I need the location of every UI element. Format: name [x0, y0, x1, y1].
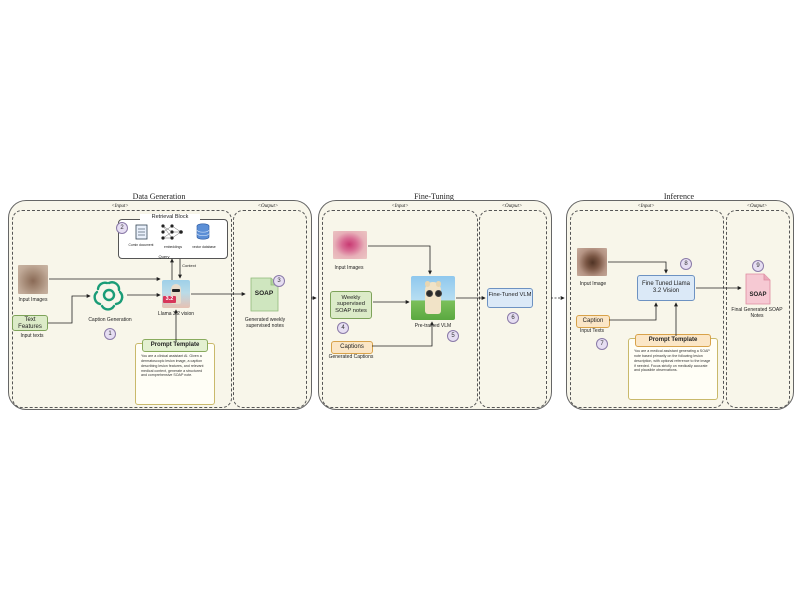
prompt-template-text: You are a clinical assistant AI. Given a… — [141, 354, 204, 378]
inference-prompt-template-title: Prompt Template — [635, 334, 711, 347]
llama-model-image: 3.2 — [162, 280, 190, 308]
inference-prompt-template-card: Prompt Template You are a medical assist… — [628, 334, 718, 400]
embeddings-network-icon — [161, 224, 183, 240]
soap-label: SOAP — [254, 290, 274, 297]
caption-box: Caption — [576, 315, 610, 328]
arrow-captions-to-vlm — [372, 321, 434, 347]
pretrained-vlm-label: Pre-trained VLM — [414, 323, 452, 329]
prompt-template-title: Prompt Template — [142, 339, 208, 352]
inference-prompt-template-text: You are a medical assistant generating a… — [634, 349, 711, 373]
final-soap-document-icon — [745, 273, 771, 305]
inference-output-region — [726, 210, 790, 408]
query-label: Query — [158, 254, 170, 259]
input-tag: <Input> — [111, 204, 129, 209]
retrieval-item-database: vector database — [192, 245, 216, 249]
generated-notes-label: Generated weekly supervised notes — [244, 317, 286, 329]
arrow-caption-to-model — [609, 302, 658, 321]
step-badge-8: 8 — [680, 258, 692, 270]
retrieval-item-document: Cumin document — [128, 243, 154, 247]
output-tag: <Output> — [746, 204, 768, 209]
retrieval-block-title: Retrieval Block — [140, 214, 200, 221]
input-texts-label: Input texts — [20, 333, 44, 339]
fine-tuning-input-region — [322, 210, 478, 408]
data-generation-input-region — [12, 210, 232, 408]
inference-input-image-label: Input Image — [579, 281, 607, 287]
retrieval-item-embeddings: embeddings — [164, 245, 182, 249]
data-generation-output-region — [233, 210, 307, 408]
captions-box: Captions — [331, 341, 373, 354]
fine-tuning-input-image — [333, 231, 367, 259]
input-tag: <Input> — [637, 204, 655, 209]
arrow-inf-image-to-model — [608, 261, 668, 274]
dermatoscopic-input-image — [18, 265, 48, 294]
final-soap-notes-label: Final Generated SOAP Notes — [731, 307, 783, 319]
inference-input-image — [577, 248, 607, 276]
arrow-ft-image-to-vlm — [368, 245, 432, 275]
arrow-text-to-caption — [48, 294, 91, 324]
document-icon — [135, 224, 148, 240]
text-features-box: Text Features — [12, 315, 48, 331]
step-badge-1: 1 — [104, 328, 116, 340]
database-icon — [196, 223, 210, 240]
inference-input-region — [570, 210, 724, 408]
fine-tuned-vlm-box: Fine-Tuned VLM — [487, 288, 533, 308]
fine-tuning-output-region — [479, 210, 547, 408]
panel-title-inference: Inference — [663, 192, 695, 201]
model-version-badge: 3.2 — [163, 296, 176, 303]
context-label: Context — [182, 263, 196, 268]
panel-title-fine-tuning: Fine-Tuning — [414, 192, 454, 201]
step-badge-4: 4 — [337, 322, 349, 334]
input-images-label: Input Images — [18, 297, 48, 303]
step-badge-5: 5 — [447, 330, 459, 342]
output-tag: <Output> — [257, 204, 279, 209]
pretrained-vlm-image — [411, 276, 455, 320]
weak-soap-notes-box: Weekly supervised SOAP notes — [330, 291, 372, 319]
input-tag: <Input> — [391, 204, 409, 209]
inference-input-texts-label: Input Texts — [579, 328, 605, 334]
generated-captions-label: Generated Captions — [328, 354, 374, 360]
step-badge-2: 2 — [116, 222, 128, 234]
output-tag: <Output> — [501, 204, 523, 209]
final-soap-label: SOAP — [749, 292, 767, 298]
step-badge-6: 6 — [507, 312, 519, 324]
step-badge-3: 3 — [273, 275, 285, 287]
caption-generation-label: Caption Generation — [88, 317, 132, 323]
fine-tuning-input-images-label: Input Images — [334, 265, 364, 271]
step-badge-7: 7 — [596, 338, 608, 350]
step-badge-9: 9 — [752, 260, 764, 272]
prompt-template-card: Prompt Template You are a clinical assis… — [135, 339, 215, 405]
caption-generator-icon — [93, 281, 124, 311]
fine-tuned-llama-box: Fine Tuned Llama 3.2 Vision — [637, 275, 695, 301]
panel-title-data-generation: Data Generation — [132, 192, 186, 201]
